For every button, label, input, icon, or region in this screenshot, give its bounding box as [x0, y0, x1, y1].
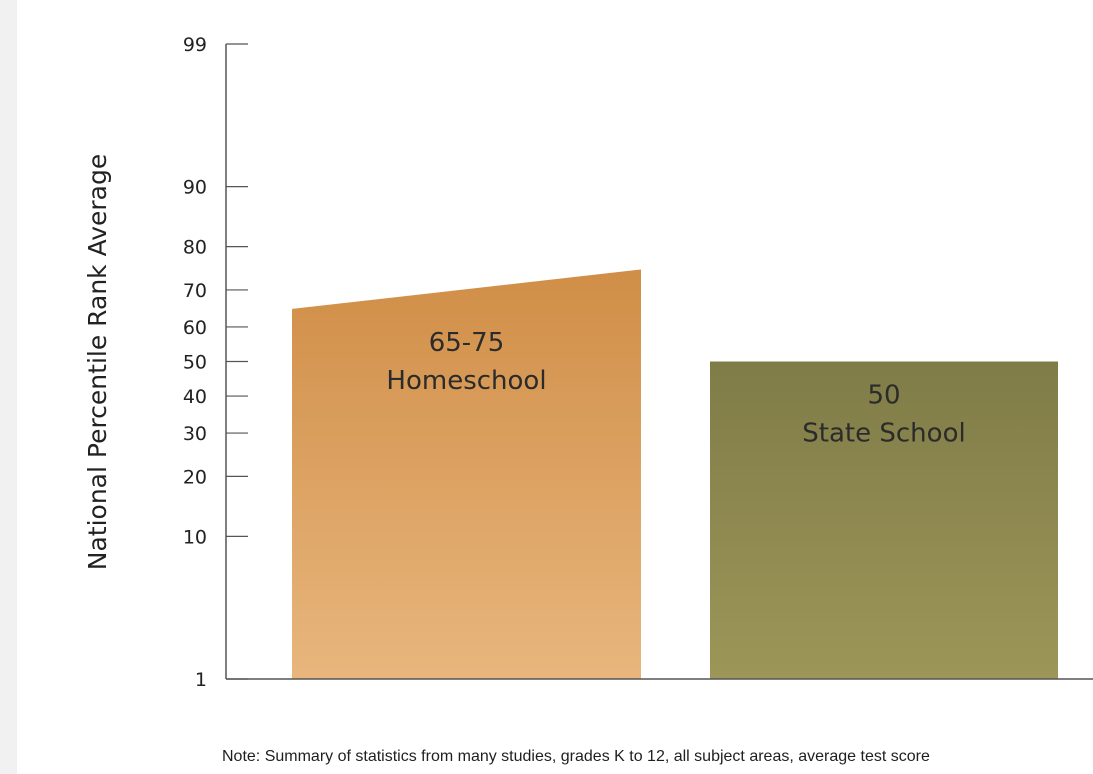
y-tick-label: 99	[183, 34, 207, 56]
bar-value-label: 50	[867, 381, 900, 411]
bar-category-label: Homeschool	[386, 366, 546, 396]
y-tick-label: 20	[183, 466, 207, 488]
y-tick-label: 90	[183, 177, 207, 199]
y-tick-label: 40	[183, 386, 207, 408]
y-tick-label: 1	[195, 669, 207, 691]
bar-category-label: State School	[802, 419, 965, 449]
y-tick-label: 80	[183, 237, 207, 259]
y-axis-title: National Percentile Rank Average	[83, 154, 112, 570]
bar-value-label: 65-75	[429, 328, 505, 358]
footnote: Note: Summary of statistics from many st…	[222, 748, 1093, 766]
y-tick-label: 10	[183, 526, 207, 548]
y-tick-label: 30	[183, 423, 207, 445]
y-tick-label: 60	[183, 317, 207, 339]
y-tick-label: 50	[183, 352, 207, 374]
y-tick-label: 70	[183, 280, 207, 302]
